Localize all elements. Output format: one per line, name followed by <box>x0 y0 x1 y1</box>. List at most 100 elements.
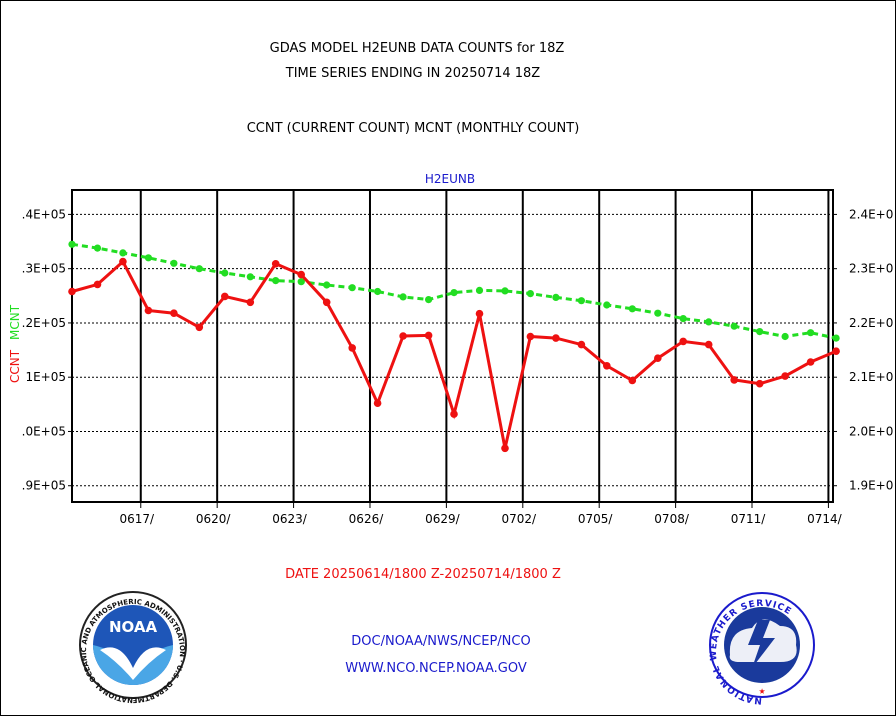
y-tick-label-left: .0E+05 <box>22 424 66 438</box>
data-point-ccnt <box>271 260 280 268</box>
data-point-ccnt <box>399 332 407 340</box>
x-tick-labels: 0617/0620/0623/0626/0629/0702/0705/0708/… <box>119 512 842 526</box>
left-axis-label-ccnt: CCNT <box>8 349 22 383</box>
data-point-mcnt <box>730 322 738 330</box>
x-tick-label: 0702/ <box>501 512 537 526</box>
data-point-mcnt <box>195 265 203 273</box>
footer-line2: WWW.NCO.NCEP.NOAA.GOV <box>345 661 527 676</box>
data-point-ccnt <box>322 298 331 307</box>
x-tick-label: 0711/ <box>731 512 767 526</box>
x-tick-label: 0617/ <box>119 512 155 526</box>
data-point-ccnt <box>68 287 76 296</box>
data-point-ccnt <box>679 337 687 346</box>
data-point-mcnt <box>552 293 560 301</box>
data-point-mcnt <box>756 328 764 336</box>
data-point-ccnt <box>246 298 255 307</box>
data-point-ccnt <box>781 372 789 380</box>
title-line1: GDAS MODEL H2EUNB DATA COUNTS for 18Z <box>270 41 565 56</box>
data-point-mcnt <box>68 240 76 248</box>
title-line2: TIME SERIES ENDING IN 20250714 18Z <box>285 66 541 81</box>
data-point-mcnt <box>272 277 280 285</box>
data-point-ccnt <box>730 376 738 384</box>
data-point-ccnt <box>654 354 662 363</box>
panel-label: H2EUNB <box>425 172 475 186</box>
data-point-ccnt <box>628 376 637 385</box>
data-point-mcnt <box>170 259 178 267</box>
y-tick-label-left: .9E+05 <box>22 479 66 493</box>
x-tick-label: 0705/ <box>578 512 614 526</box>
data-point-mcnt <box>323 281 331 289</box>
y-tick-label-right: 2.4E+0 <box>849 207 893 221</box>
data-point-ccnt <box>704 340 713 349</box>
x-tick-label: 0620/ <box>196 512 232 526</box>
y-tick-label-left: .2E+05 <box>22 316 66 330</box>
y-tick-label-right: 2.0E+0 <box>849 424 893 438</box>
series-layer <box>68 240 840 453</box>
data-point-mcnt <box>577 297 586 305</box>
data-point-ccnt <box>450 410 458 418</box>
nws-star-icon: ★ <box>759 684 766 697</box>
x-tick-label: 0708/ <box>654 512 690 526</box>
y-tick-label-left: .4E+05 <box>22 207 66 221</box>
left-axis-label-mcnt: MCNT <box>8 304 22 340</box>
y-tick-label-right: 2.1E+0 <box>849 370 893 384</box>
data-point-mcnt <box>501 287 509 295</box>
data-point-mcnt <box>297 278 305 286</box>
data-point-ccnt <box>424 331 433 340</box>
data-point-mcnt <box>705 318 713 326</box>
data-point-ccnt <box>119 257 127 266</box>
data-point-ccnt <box>195 323 204 332</box>
data-point-mcnt <box>246 273 254 281</box>
noaa-logo-text: NOAA <box>109 618 158 636</box>
data-point-mcnt <box>450 289 458 297</box>
data-point-mcnt <box>348 284 356 292</box>
data-point-mcnt <box>603 301 611 309</box>
data-point-ccnt <box>144 306 153 315</box>
data-point-mcnt <box>221 269 229 277</box>
data-point-mcnt <box>425 296 433 304</box>
data-point-ccnt <box>832 347 840 356</box>
data-point-ccnt <box>577 340 586 349</box>
data-point-mcnt <box>832 334 840 342</box>
x-tick-label: 0623/ <box>272 512 308 526</box>
data-point-ccnt <box>297 270 306 279</box>
y-tick-label-right: 2.2E+0 <box>849 316 893 330</box>
x-tick-label: 0714/ <box>807 512 843 526</box>
data-point-ccnt <box>806 358 815 366</box>
data-point-mcnt <box>144 254 152 262</box>
data-point-mcnt <box>475 286 484 294</box>
data-point-ccnt <box>373 399 382 408</box>
data-point-ccnt <box>170 309 178 318</box>
data-point-ccnt <box>501 444 509 453</box>
date-range: DATE 20250614/1800 Z-20250714/1800 Z <box>285 567 561 582</box>
data-point-mcnt <box>526 290 535 298</box>
data-point-ccnt <box>93 280 102 289</box>
data-point-ccnt <box>475 309 484 318</box>
data-point-ccnt <box>526 332 535 341</box>
data-point-mcnt <box>399 293 407 301</box>
plot-border <box>71 189 834 503</box>
y-tick-label-right: 2.3E+0 <box>849 262 893 276</box>
x-tick-label: 0626/ <box>349 512 385 526</box>
data-point-ccnt <box>755 379 764 388</box>
y-tick-label-right: 1.9E+0 <box>849 479 893 493</box>
data-point-ccnt <box>221 292 229 301</box>
data-point-mcnt <box>781 332 789 341</box>
data-point-mcnt <box>628 305 636 313</box>
nws-logo: NATIONAL WEATHER SERVICE ★ <box>709 592 815 705</box>
y-tick-label-left: .3E+05 <box>22 262 66 276</box>
legend-text: CCNT (CURRENT COUNT) MCNT (MONTHLY COUNT… <box>247 121 580 136</box>
data-point-mcnt <box>119 249 127 257</box>
noaa-logo: NATIONAL OCEANIC AND ATMOSPHERIC ADMINIS… <box>0 0 187 704</box>
data-point-mcnt <box>93 244 102 252</box>
data-point-ccnt <box>348 344 357 352</box>
data-point-mcnt <box>807 329 815 337</box>
y-tick-labels: .9E+05 1.9E+0 .0E+05 2.0E+0 1E+05 2.1E+0 .2E+0… <box>22 207 894 492</box>
x-tick-label: 0629/ <box>425 512 461 526</box>
footer-line1: DOC/NOAA/NWS/NCEP/NCO <box>351 634 530 649</box>
data-point-mcnt <box>654 309 662 317</box>
y-tick-label-left: 1E+05 <box>25 370 66 384</box>
data-point-mcnt <box>374 287 382 296</box>
data-point-ccnt <box>552 334 560 342</box>
